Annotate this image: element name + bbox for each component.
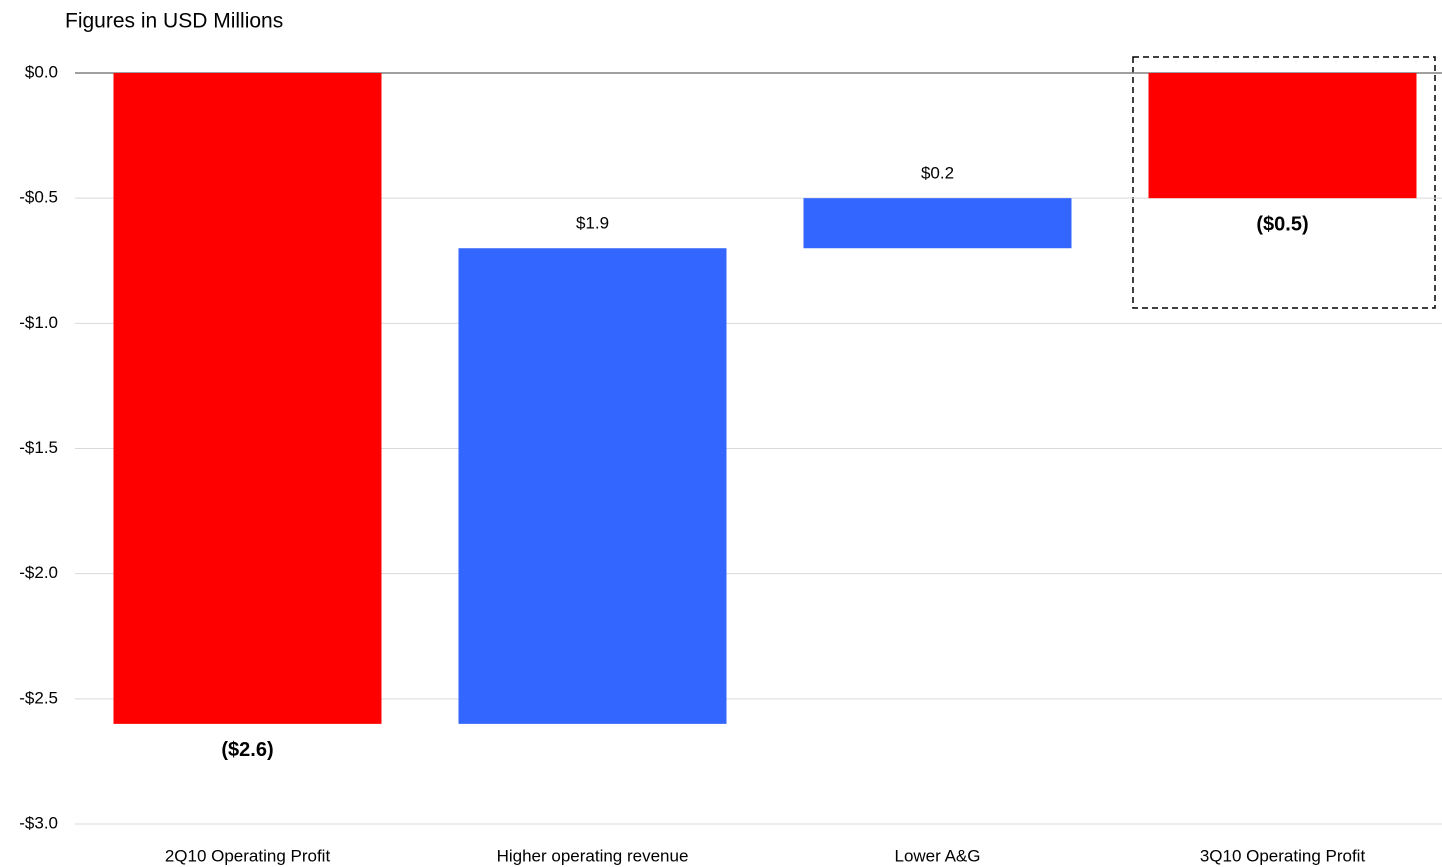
y-tick-label: -$2.0	[19, 563, 58, 582]
bar	[803, 198, 1072, 249]
y-tick-label: -$1.5	[19, 438, 58, 457]
y-tick-label: -$0.5	[19, 188, 58, 207]
x-tick-label: 2Q10 Operating Profit	[165, 846, 331, 865]
value-label: $0.2	[921, 164, 954, 183]
x-tick-label: Higher operating revenue	[497, 846, 689, 865]
value-label: $1.9	[576, 214, 609, 233]
x-tick-label: Lower A&G	[895, 846, 981, 865]
y-tick-label: -$3.0	[19, 813, 58, 832]
bar	[1148, 73, 1417, 199]
y-tick-label: -$1.0	[19, 313, 58, 332]
y-tick-label: $0.0	[25, 62, 58, 81]
y-tick-label: -$2.5	[19, 688, 58, 707]
x-tick-label: 3Q10 Operating Profit	[1200, 846, 1366, 865]
value-label: ($2.6)	[221, 739, 273, 761]
chart-title: Figures in USD Millions	[65, 10, 283, 33]
bar	[113, 73, 382, 724]
highlight-box	[1132, 56, 1436, 309]
bar	[458, 248, 727, 724]
value-label: ($0.5)	[1256, 213, 1308, 235]
